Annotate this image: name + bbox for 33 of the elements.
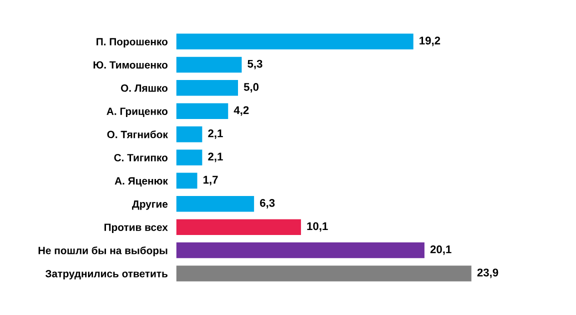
- bar: [176, 172, 198, 189]
- y-tick-label: О. Ляшко: [120, 84, 168, 92]
- bar: [176, 34, 414, 50]
- bar: [176, 196, 254, 212]
- y-tick-label: Затруднились ответить: [45, 270, 168, 280]
- bar: [176, 150, 202, 166]
- bar: [176, 80, 238, 96]
- y-tick-label: А. Гриценко: [106, 108, 168, 118]
- data-label: 5,3: [248, 60, 262, 70]
- data-label: 2,1: [208, 152, 223, 162]
- bar: [176, 219, 301, 235]
- y-tick-label: П. Порошенко: [96, 38, 168, 48]
- y-tick-label: А. Яценюк: [114, 177, 168, 187]
- y-tick-label: С. Тигипко: [114, 154, 168, 162]
- data-label: 23,9: [477, 268, 498, 278]
- data-label: 1,7: [204, 176, 218, 186]
- y-tick-label: Другие: [132, 200, 168, 210]
- data-label: 5,0: [244, 83, 259, 93]
- y-tick-label: О. Тягнибок: [107, 130, 168, 138]
- bar: [176, 103, 228, 119]
- data-label: 19,2: [420, 36, 440, 46]
- bar: [176, 242, 424, 258]
- y-tick-label: Не пошли бы на выборы: [38, 246, 168, 256]
- data-label: 20,1: [430, 245, 452, 255]
- data-label: 2,1: [208, 129, 223, 139]
- bar: [176, 56, 242, 73]
- bar: [176, 266, 472, 282]
- data-label: 4,2: [234, 106, 249, 116]
- data-label: 10,1: [307, 222, 328, 232]
- y-tick-label: Против всех: [104, 224, 168, 234]
- y-tick-label: Ю. Тимошенко: [94, 61, 168, 69]
- data-label: 6,3: [260, 199, 275, 208]
- bar: [176, 126, 202, 142]
